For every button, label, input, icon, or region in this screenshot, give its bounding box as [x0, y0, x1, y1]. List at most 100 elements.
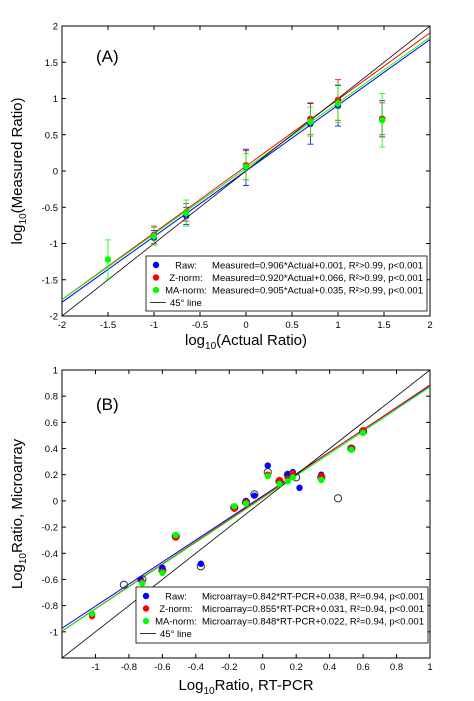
x-tick-label: 1: [427, 662, 432, 673]
x-axis-label: log10(Actual Ratio): [185, 332, 307, 352]
legend-box: [135, 586, 429, 644]
data-point-ma-norm: [231, 502, 238, 510]
panel-label: (B): [96, 395, 119, 414]
data-point-ma-norm: [334, 100, 342, 107]
y-axis-label-pre: Log: [9, 564, 26, 589]
y-tick-label: 0.4: [45, 444, 58, 455]
plot-frame: [61, 369, 431, 659]
data-point-ma-norm: [348, 446, 355, 454]
data-point-ma-norm: [318, 476, 325, 484]
x-tick-label: -1: [150, 320, 158, 331]
x-axis-label-pre: log: [185, 332, 205, 349]
y-axis-label-post: (Measured Ratio): [9, 97, 26, 213]
legend-label-45-line: 45° line: [170, 298, 202, 309]
panel-label: (A): [96, 47, 119, 66]
y-tick-label: -0.4: [42, 549, 58, 560]
x-tick-label: 0: [260, 662, 265, 673]
data-point-raw: [197, 560, 205, 567]
legend-label-ma-norm: MA-norm:: [165, 286, 207, 297]
x-tick-label: 0.4: [323, 662, 336, 673]
legend-marker-raw: [152, 261, 160, 269]
data-point-ma-norm: [139, 580, 146, 587]
y-tick-label: 0.6: [45, 418, 58, 429]
data-point-ma-norm: [307, 118, 314, 125]
y-tick-label: -1.5: [42, 275, 58, 286]
legend-equation-z-norm: Measured=0.920*Actual+0.066, R²>0.99, p<…: [212, 273, 423, 284]
y-tick-label: 0: [53, 496, 58, 507]
y-axis-label-sub: 10: [18, 553, 29, 565]
data-point-ma-norm: [183, 209, 190, 217]
y-tick-label: 1: [53, 366, 58, 377]
data-point-ma-norm: [276, 480, 283, 488]
legend-marker-ma-norm: [152, 286, 160, 294]
x-axis-label-pre: Log: [178, 677, 203, 694]
fit-line-ma-norm: [62, 386, 430, 632]
y-axis-label: Log10Ratio, Microarray: [9, 438, 29, 589]
x-tick-label: 0.6: [356, 662, 369, 673]
y-tick-label: 0.8: [45, 392, 58, 403]
y-tick-label: 0.2: [45, 470, 58, 481]
data-point-raw: [296, 484, 303, 492]
x-tick-label: -0.4: [188, 662, 204, 673]
data-point-ma-norm: [172, 531, 179, 539]
data-point-ma-norm: [242, 500, 250, 507]
y-tick-label: -0.2: [42, 523, 58, 534]
y-tick-label: 1: [53, 94, 58, 105]
y-tick-label: -2: [50, 312, 58, 323]
y-tick-label: -0.6: [42, 575, 58, 586]
legend-label-45-line: 45° line: [160, 629, 192, 640]
x-axis-label-sub: 10: [203, 686, 215, 697]
x-tick-label: -0.2: [221, 662, 237, 673]
legend-equation-raw: Measured=0.906*Actual+0.001, R²>0.99, p<…: [212, 261, 423, 272]
legend-equation-ma-norm: Microarray=0.848*RT-PCR+0.022, R²=0.94, …: [202, 617, 424, 628]
y-axis-label-sub: 10: [18, 213, 29, 225]
plot-area: [62, 26, 430, 316]
x-tick-label: -0.6: [154, 662, 170, 673]
data-point-ma-norm: [378, 117, 386, 124]
x-tick-label: 1.5: [377, 320, 390, 331]
legend-marker-z-norm: [152, 274, 160, 281]
legend-equation-ma-norm: Measured=0.905*Actual+0.035, R²>0.99, p<…: [212, 286, 423, 297]
chart-panel-b: -1 -0.8 -0.6 -0.4 -0.2 0 0.2 0.4 0.6 0.8 1 -1 -0.8 -0…: [9, 366, 433, 698]
data-point-ma-norm: [150, 233, 158, 240]
data-point-ma-norm: [104, 256, 112, 263]
legend-label-raw: Raw:: [175, 261, 197, 272]
legend-marker-ma-norm: [142, 617, 150, 625]
legend: Raw: Microarray=0.842*RT-PCR+0.038, R²=0.…: [135, 586, 429, 644]
x-axis-label: Log10Ratio, RT-PCR: [178, 677, 313, 697]
open-data-point: [119, 580, 128, 589]
x-tick-label: 0.5: [285, 320, 298, 331]
data-point-ma-norm: [284, 478, 292, 485]
y-tick-label: -1: [50, 627, 58, 638]
y-tick-label: -0.5: [42, 203, 58, 214]
y-tick-label: 2: [53, 22, 58, 33]
x-tick-label: 2: [427, 320, 432, 331]
data-point-raw: [264, 462, 271, 469]
legend-marker-z-norm: [142, 605, 150, 612]
y-axis-label-post: Ratio, Microarray: [9, 438, 26, 553]
legend-marker-raw: [142, 592, 150, 600]
x-tick-label: 1: [335, 320, 340, 331]
x-axis-label-post: Ratio, RT-PCR: [215, 677, 314, 694]
legend-label-z-norm: Z-norm:: [159, 604, 192, 615]
chart-panel-a: -2 -1.5 -1 -0.5 0 0.5 1 1.5 2 -2 -1.5 -1 -0.5 0 0.5 1 1.…: [9, 22, 433, 353]
data-point-ma-norm: [88, 610, 96, 617]
legend-label-ma-norm: MA-norm:: [155, 617, 197, 628]
x-tick-label: 0: [243, 320, 248, 331]
y-tick-label: 0: [53, 167, 58, 178]
legend-label-raw: Raw:: [165, 592, 187, 603]
x-tick-label: 0.8: [390, 662, 403, 673]
data-point-ma-norm: [359, 429, 367, 437]
x-tick-label: -0.8: [121, 662, 137, 673]
open-data-point: [333, 494, 343, 503]
y-axis-label: log10(Measured Ratio): [9, 97, 29, 244]
x-tick-label: 0.2: [290, 662, 303, 673]
data-point-ma-norm: [159, 569, 166, 577]
x-tick-label: -2: [58, 320, 66, 331]
data-point-ma-norm: [264, 472, 271, 480]
y-tick-label: 1.5: [45, 58, 58, 69]
data-point-ma-norm: [289, 474, 297, 481]
x-tick-label: -0.5: [192, 320, 208, 331]
legend-label-z-norm: Z-norm:: [169, 273, 202, 284]
